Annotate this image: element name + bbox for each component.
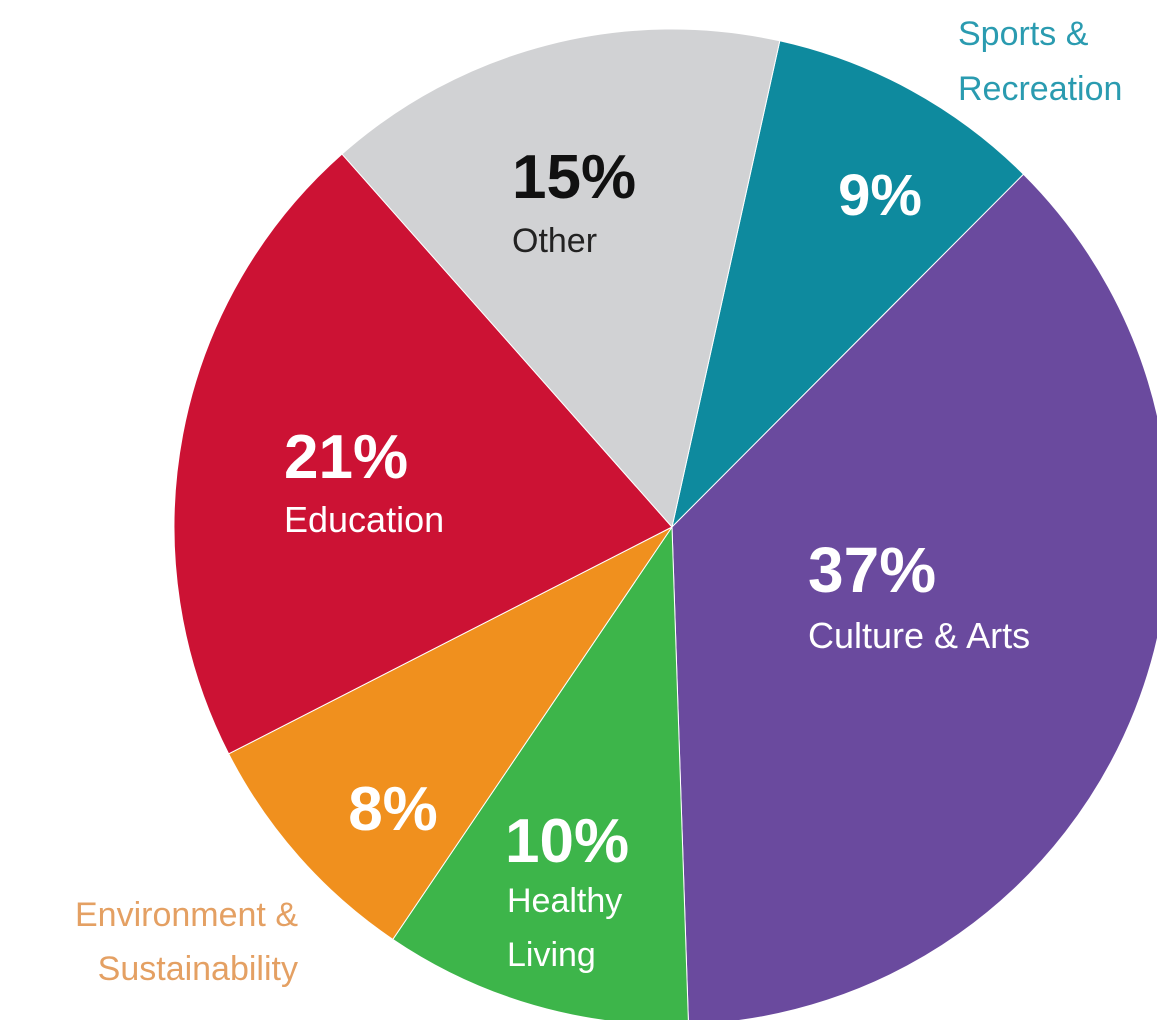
slice-label-healthy-living-line2: Living — [507, 936, 596, 974]
pie-slice-environment-sustainability — [228, 526, 673, 941]
slice-label-culture-arts: Culture & Arts — [808, 615, 1030, 656]
pie-slice-other — [341, 28, 781, 529]
pie-slice-sports-recreation — [671, 40, 1025, 529]
slice-label-environment-line1: Environment & — [75, 896, 298, 934]
slice-label-environment-line2: Sustainability — [98, 950, 298, 988]
pie-slice-education — [173, 153, 673, 755]
slice-value-culture-arts: 37% — [808, 534, 936, 606]
slice-value-sports-recreation: 9% — [838, 163, 922, 228]
slice-value-environment: 8% — [348, 775, 438, 844]
slice-label-healthy-living-line1: Healthy — [507, 882, 622, 920]
slice-value-healthy-living: 10% — [505, 807, 629, 876]
pie-slice-healthy-living — [392, 525, 689, 1020]
slice-label-sports-recreation-line1: Sports & — [958, 15, 1089, 53]
pie-slices — [173, 28, 1157, 1020]
pie-slice-culture-arts — [671, 173, 1157, 1020]
slice-label-other: Other — [512, 222, 597, 260]
slice-value-other: 15% — [512, 143, 636, 212]
slice-label-education: Education — [284, 499, 444, 540]
slice-value-education: 21% — [284, 423, 408, 492]
slice-label-sports-recreation-line2: Recreation — [958, 70, 1122, 108]
